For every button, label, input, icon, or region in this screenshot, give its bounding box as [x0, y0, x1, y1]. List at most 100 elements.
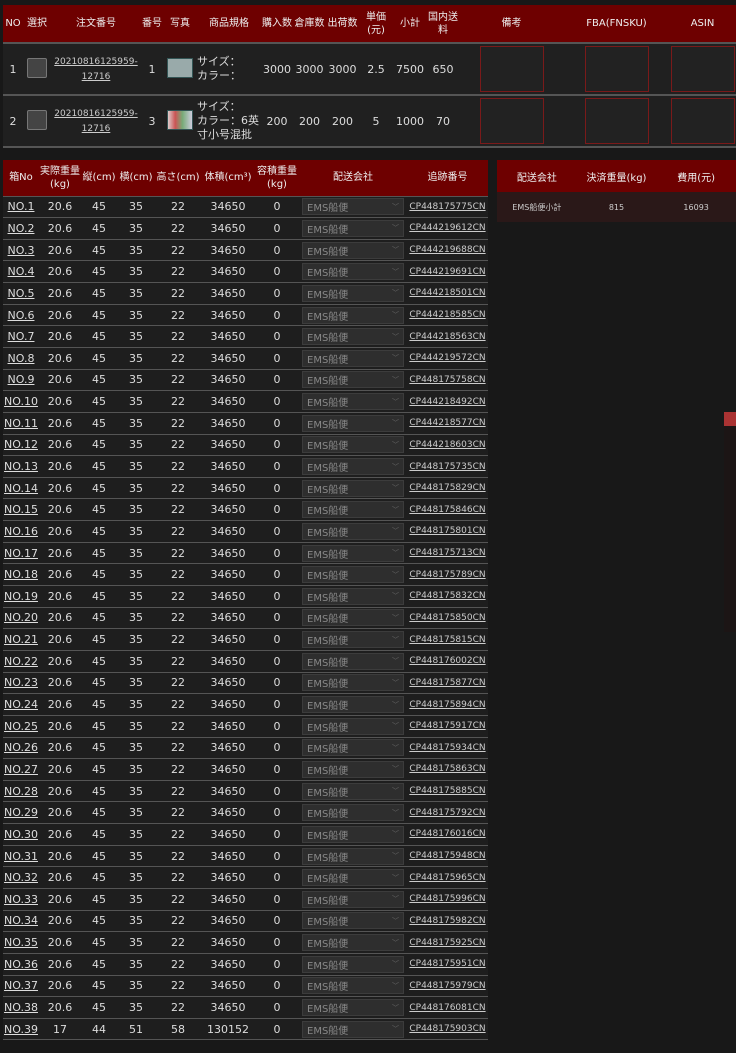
- tracking-number-link[interactable]: CP448175979CN: [407, 974, 488, 998]
- box-no-link[interactable]: NO.25: [3, 714, 39, 738]
- tracking-number-link[interactable]: CP448175903CN: [407, 1017, 488, 1041]
- box-no-link[interactable]: NO.29: [3, 801, 39, 825]
- tracking-number-link[interactable]: CP444218492CN: [407, 390, 488, 413]
- carrier-select[interactable]: EMS船便 ﹀: [302, 349, 404, 367]
- box-no-link[interactable]: NO.5: [3, 282, 39, 305]
- tracking-number-link[interactable]: CP448175951CN: [407, 952, 488, 976]
- box-no-link[interactable]: NO.7: [3, 325, 39, 348]
- box-no-link[interactable]: NO.26: [3, 736, 39, 760]
- carrier-select[interactable]: EMS船便 ﹀: [302, 890, 404, 908]
- box-no-link[interactable]: NO.34: [3, 909, 39, 933]
- box-no-link[interactable]: NO.23: [3, 671, 39, 695]
- tracking-number-link[interactable]: CP444219691CN: [407, 260, 488, 284]
- side-panel-tab[interactable]: [724, 412, 736, 426]
- box-no-link[interactable]: NO.20: [3, 606, 39, 630]
- carrier-select[interactable]: EMS船便 ﹀: [302, 544, 404, 562]
- box-no-link[interactable]: NO.28: [3, 779, 39, 803]
- box-no-link[interactable]: NO.33: [3, 888, 39, 911]
- tracking-number-link[interactable]: CP444218585CN: [407, 303, 488, 327]
- carrier-select[interactable]: EMS船便 ﹀: [302, 263, 404, 281]
- box-no-link[interactable]: NO.14: [3, 476, 39, 500]
- box-no-link[interactable]: NO.18: [3, 563, 39, 587]
- box-no-link[interactable]: NO.36: [3, 952, 39, 976]
- product-thumbnail[interactable]: [167, 109, 193, 130]
- box-no-link[interactable]: NO.35: [3, 931, 39, 954]
- carrier-select[interactable]: EMS船便 ﹀: [302, 696, 404, 714]
- carrier-select[interactable]: EMS船便 ﹀: [302, 587, 404, 605]
- tracking-number-link[interactable]: CP448175758CN: [407, 368, 488, 392]
- box-no-link[interactable]: NO.32: [3, 866, 39, 889]
- asin-input[interactable]: [670, 46, 735, 92]
- order-number-link[interactable]: 20210816125959-12716: [54, 57, 138, 82]
- tracking-number-link[interactable]: CP448175775CN: [407, 195, 488, 219]
- carrier-select[interactable]: EMS船便 ﹀: [302, 393, 404, 411]
- tracking-number-link[interactable]: CP448175917CN: [407, 714, 488, 738]
- box-no-link[interactable]: NO.17: [3, 541, 39, 565]
- carrier-select[interactable]: EMS船便 ﹀: [302, 934, 404, 952]
- tracking-number-link[interactable]: CP444218603CN: [407, 433, 488, 457]
- carrier-select[interactable]: EMS船便 ﹀: [302, 804, 404, 822]
- tracking-number-link[interactable]: CP444218577CN: [407, 411, 488, 435]
- tracking-number-link[interactable]: CP448175894CN: [407, 693, 488, 716]
- tracking-number-link[interactable]: CP448175792CN: [407, 801, 488, 825]
- select-checkbox[interactable]: [27, 109, 47, 130]
- box-no-link[interactable]: NO.38: [3, 996, 39, 1019]
- tracking-number-link[interactable]: CP448176002CN: [407, 649, 488, 673]
- box-no-link[interactable]: NO.19: [3, 585, 39, 608]
- carrier-select[interactable]: EMS船便 ﹀: [302, 912, 404, 930]
- remarks-input[interactable]: [479, 98, 544, 144]
- tracking-number-link[interactable]: CP448175885CN: [407, 779, 488, 803]
- carrier-select[interactable]: EMS船便 ﹀: [302, 219, 404, 237]
- box-no-link[interactable]: NO.24: [3, 693, 39, 716]
- carrier-select[interactable]: EMS船便 ﹀: [302, 955, 404, 973]
- carrier-select[interactable]: EMS船便 ﹀: [302, 328, 404, 346]
- box-no-link[interactable]: NO.13: [3, 455, 39, 478]
- box-no-link[interactable]: NO.9: [3, 368, 39, 392]
- carrier-select[interactable]: EMS船便 ﹀: [302, 479, 404, 497]
- carrier-select[interactable]: EMS船便 ﹀: [302, 847, 404, 865]
- carrier-select[interactable]: EMS船便 ﹀: [302, 306, 404, 324]
- tracking-number-link[interactable]: CP448175801CN: [407, 520, 488, 543]
- carrier-select[interactable]: EMS船便 ﹀: [302, 869, 404, 887]
- box-no-link[interactable]: NO.2: [3, 217, 39, 240]
- box-no-link[interactable]: NO.15: [3, 498, 39, 522]
- box-no-link[interactable]: NO.8: [3, 346, 39, 370]
- carrier-select[interactable]: EMS船便 ﹀: [302, 674, 404, 692]
- box-no-link[interactable]: NO.39: [3, 1017, 39, 1041]
- carrier-select[interactable]: EMS船便 ﹀: [302, 782, 404, 800]
- carrier-select[interactable]: EMS船便 ﹀: [302, 198, 404, 216]
- box-no-link[interactable]: NO.6: [3, 303, 39, 327]
- box-no-link[interactable]: NO.4: [3, 260, 39, 284]
- tracking-number-link[interactable]: CP448175934CN: [407, 736, 488, 760]
- tracking-number-link[interactable]: CP448175965CN: [407, 866, 488, 889]
- carrier-select[interactable]: EMS船便 ﹀: [302, 414, 404, 432]
- tracking-number-link[interactable]: CP448175982CN: [407, 909, 488, 933]
- tracking-number-link[interactable]: CP448175850CN: [407, 606, 488, 630]
- carrier-select[interactable]: EMS船便 ﹀: [302, 999, 404, 1017]
- tracking-number-link[interactable]: CP444219572CN: [407, 346, 488, 370]
- tracking-number-link[interactable]: CP448175815CN: [407, 628, 488, 651]
- tracking-number-link[interactable]: CP448175789CN: [407, 563, 488, 587]
- tracking-number-link[interactable]: CP444219688CN: [407, 238, 488, 262]
- box-no-link[interactable]: NO.27: [3, 758, 39, 781]
- carrier-select[interactable]: EMS船便 ﹀: [302, 717, 404, 735]
- carrier-select[interactable]: EMS船便 ﹀: [302, 458, 404, 475]
- tracking-number-link[interactable]: CP448175832CN: [407, 585, 488, 608]
- carrier-select[interactable]: EMS船便 ﹀: [302, 977, 404, 995]
- carrier-select[interactable]: EMS船便 ﹀: [302, 652, 404, 670]
- tracking-number-link[interactable]: CP444218501CN: [407, 282, 488, 305]
- order-number-link[interactable]: 20210816125959-12716: [54, 109, 138, 134]
- tracking-number-link[interactable]: CP448175925CN: [407, 931, 488, 954]
- tracking-number-link[interactable]: CP448175735CN: [407, 455, 488, 478]
- fnsku-input[interactable]: [584, 46, 649, 92]
- box-no-link[interactable]: NO.10: [3, 390, 39, 413]
- box-no-link[interactable]: NO.3: [3, 238, 39, 262]
- box-no-link[interactable]: NO.21: [3, 628, 39, 651]
- box-no-link[interactable]: NO.12: [3, 433, 39, 457]
- tracking-number-link[interactable]: CP448175713CN: [407, 541, 488, 565]
- box-no-link[interactable]: NO.30: [3, 823, 39, 846]
- tracking-number-link[interactable]: CP448175863CN: [407, 758, 488, 781]
- asin-input[interactable]: [670, 98, 735, 144]
- tracking-number-link[interactable]: CP448176016CN: [407, 823, 488, 846]
- carrier-select[interactable]: EMS船便 ﹀: [302, 739, 404, 757]
